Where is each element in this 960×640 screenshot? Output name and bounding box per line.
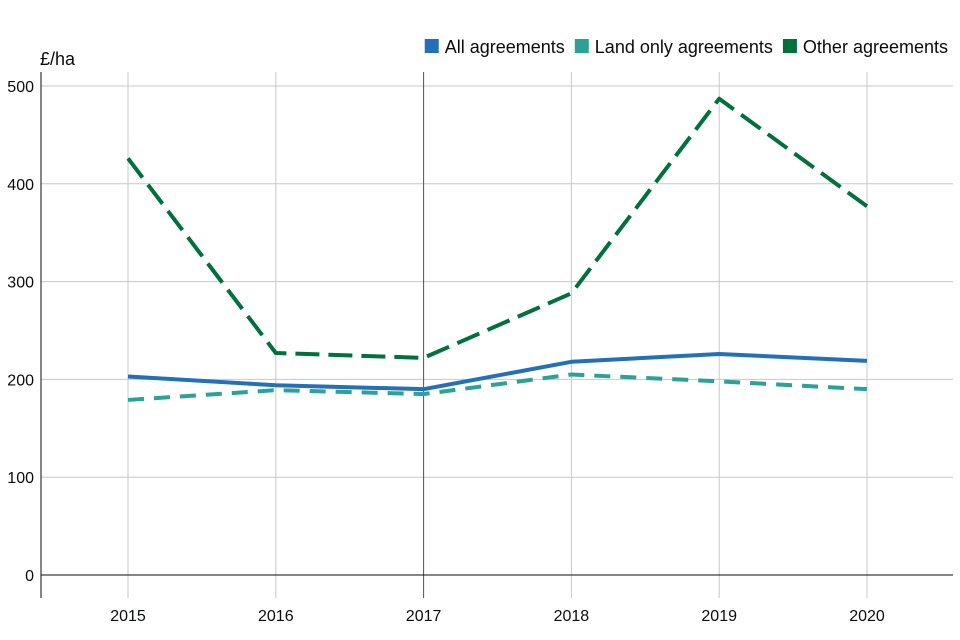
x-tick-label: 2015 bbox=[110, 608, 146, 625]
legend-label: Land only agreements bbox=[595, 37, 773, 57]
series-line-all-agreements bbox=[127, 351, 868, 392]
legend-label: Other agreements bbox=[803, 37, 948, 57]
y-tick-label: 300 bbox=[7, 275, 34, 292]
legend-swatch bbox=[782, 39, 797, 53]
y-tick-label: 400 bbox=[7, 177, 34, 194]
legend-swatch bbox=[424, 39, 439, 53]
series-line-land-only-agreements bbox=[127, 372, 868, 402]
y-tick-label: 200 bbox=[7, 372, 34, 389]
legend: All agreements Land only agreements Other … bbox=[424, 37, 948, 57]
gridlines bbox=[41, 72, 953, 598]
x-tick-label: 2018 bbox=[554, 608, 590, 625]
x-tick-label: 2017 bbox=[406, 608, 442, 625]
legend-swatch bbox=[574, 39, 589, 53]
axes bbox=[40, 72, 953, 598]
series-lines bbox=[126, 96, 869, 402]
series-line-other-agreements bbox=[126, 96, 869, 360]
y-tick-label: 500 bbox=[7, 79, 34, 96]
x-tick-label: 2016 bbox=[258, 608, 294, 625]
legend-label: All agreements bbox=[445, 37, 565, 57]
y-tick-label: 100 bbox=[7, 470, 34, 487]
tick-labels: 0 100 200 300 400 500 2015 2016 2017 2018 2019 2020… bbox=[7, 49, 885, 625]
x-tick-label: 2020 bbox=[849, 608, 885, 625]
x-tick-label: 2019 bbox=[701, 608, 737, 625]
y-axis-unit-label: £/ha bbox=[40, 49, 76, 69]
y-tick-label: 0 bbox=[25, 568, 34, 585]
